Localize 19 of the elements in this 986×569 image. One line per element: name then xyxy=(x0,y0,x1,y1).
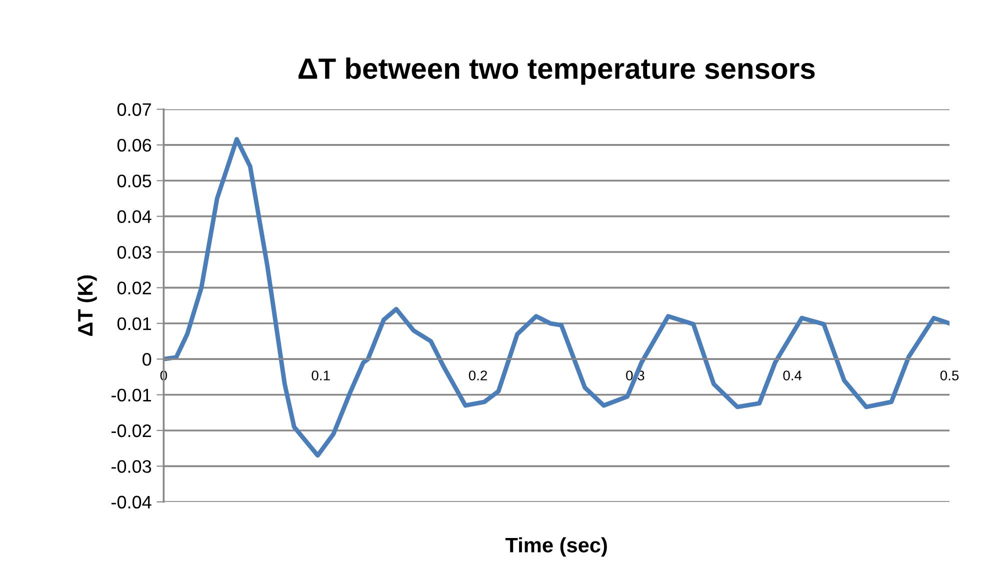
y-tick-label: 0.07 xyxy=(117,103,151,116)
y-axis-title: ΔT (K) xyxy=(77,275,97,336)
x-tick-label: 0.4 xyxy=(783,370,802,380)
y-tick-label: -0.03 xyxy=(112,460,152,473)
x-tick-label: 0.1 xyxy=(312,370,330,380)
y-tick-label: 0.05 xyxy=(117,174,152,188)
chart-title: ΔT between two temperature sensors xyxy=(298,58,815,85)
y-tick-label: 0.06 xyxy=(117,138,152,152)
x-tick-label: 0.5 xyxy=(940,370,959,380)
y-tick-label: 0 xyxy=(142,353,152,366)
y-tick-label: 0.02 xyxy=(117,282,151,294)
x-axis-title: Time (sec) xyxy=(505,537,607,557)
y-tick-label: -0.01 xyxy=(112,388,151,402)
y-tick-label: 0.01 xyxy=(117,317,151,330)
y-tick-label: -0.02 xyxy=(112,424,151,438)
y-tick-label: 0.04 xyxy=(117,210,152,224)
y-tick-label: 0.03 xyxy=(117,246,152,259)
x-tick-label: 0.2 xyxy=(468,370,487,380)
y-tick-label: -0.04 xyxy=(112,496,152,509)
